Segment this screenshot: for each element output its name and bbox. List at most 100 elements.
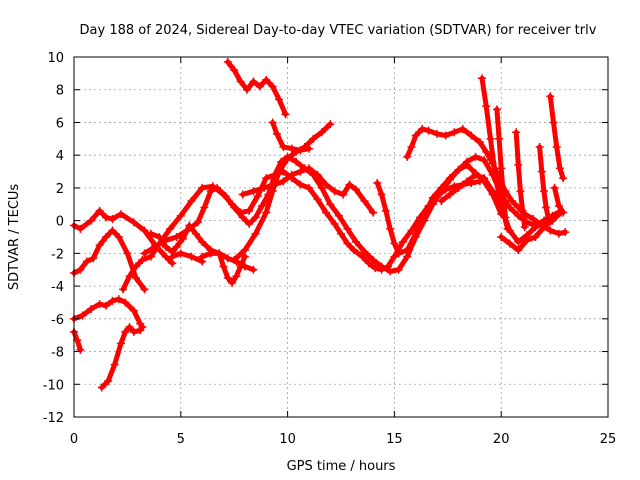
y-tick-label: 0 — [56, 215, 64, 230]
data-point — [187, 252, 196, 261]
data-point — [369, 255, 378, 264]
data-point — [548, 216, 557, 225]
data-point — [268, 187, 277, 196]
data-point — [187, 197, 196, 205]
data-point — [131, 273, 140, 282]
data-point — [185, 221, 194, 230]
data-point — [140, 226, 149, 235]
series-8 — [168, 249, 207, 266]
data-point — [386, 267, 395, 276]
data-point — [198, 252, 207, 261]
plot-frame — [73, 56, 609, 418]
data-point — [108, 226, 117, 235]
data-point — [251, 229, 260, 238]
data-point — [364, 259, 373, 268]
data-point — [251, 213, 260, 222]
data-point — [200, 203, 209, 212]
data-point — [386, 224, 395, 233]
data-point — [104, 377, 113, 385]
data-point — [322, 208, 331, 217]
data-point — [411, 131, 420, 140]
data-point — [369, 208, 378, 217]
data-point — [76, 345, 85, 354]
data-point — [377, 262, 386, 271]
data-point — [351, 237, 360, 246]
data-point — [198, 183, 207, 192]
data-point — [245, 206, 254, 215]
data-point — [458, 125, 467, 133]
data-point — [503, 224, 512, 233]
y-axis-label: SDTVAR / TECUs — [7, 184, 22, 291]
data-point — [546, 92, 555, 101]
data-point — [554, 229, 563, 238]
data-point — [102, 213, 111, 222]
data-point — [337, 229, 345, 238]
series-trace — [240, 165, 376, 215]
series-2 — [70, 295, 145, 328]
data-point — [561, 228, 570, 237]
data-point — [559, 174, 568, 183]
data-point — [230, 203, 239, 212]
data-point — [272, 129, 281, 138]
data-point — [313, 170, 322, 179]
data-point — [125, 272, 134, 281]
data-point — [245, 219, 254, 228]
data-point — [116, 339, 125, 348]
data-point — [343, 224, 352, 233]
data-point — [172, 233, 181, 241]
data-point — [78, 311, 87, 320]
data-point — [131, 262, 140, 271]
data-point — [381, 206, 390, 215]
data-point — [539, 223, 548, 232]
data-point — [82, 257, 91, 266]
data-point — [125, 323, 134, 331]
data-point — [102, 233, 111, 241]
data-point — [275, 167, 284, 176]
data-point — [398, 237, 407, 246]
data-point — [238, 190, 247, 199]
data-point — [296, 167, 305, 176]
data-point — [243, 85, 252, 94]
data-point — [76, 265, 85, 274]
data-point — [373, 179, 382, 187]
data-point — [240, 246, 249, 255]
data-point — [418, 125, 427, 133]
data-point — [394, 265, 403, 274]
data-point — [236, 262, 245, 271]
data-point — [497, 233, 506, 241]
data-point — [377, 190, 386, 199]
data-point — [257, 201, 266, 210]
data-point — [549, 118, 558, 127]
data-point — [433, 129, 442, 138]
data-point — [330, 219, 339, 228]
data-point — [249, 187, 258, 196]
data-point — [304, 144, 313, 153]
data-point — [260, 183, 269, 192]
series-23 — [497, 208, 566, 255]
data-point — [236, 77, 245, 86]
data-point — [129, 218, 138, 227]
data-point — [371, 264, 380, 273]
data-point — [539, 187, 548, 196]
data-point — [249, 265, 258, 274]
y-tick-label: 2 — [56, 182, 64, 197]
data-point — [309, 134, 318, 143]
series-19 — [512, 128, 529, 232]
data-point — [463, 177, 472, 186]
series-3 — [70, 327, 85, 354]
series-5 — [119, 167, 484, 294]
data-point — [116, 210, 125, 219]
data-point — [166, 224, 175, 233]
data-point — [262, 75, 271, 84]
data-point — [475, 138, 484, 147]
data-point — [326, 200, 335, 209]
data-point — [193, 218, 202, 227]
data-point — [454, 165, 463, 174]
x-tick-label: 20 — [493, 432, 510, 447]
data-point — [228, 278, 237, 287]
y-tick-label: 4 — [56, 149, 64, 164]
data-point — [480, 156, 489, 165]
data-point — [176, 249, 185, 258]
series-trace — [231, 121, 333, 263]
data-point — [304, 164, 313, 173]
